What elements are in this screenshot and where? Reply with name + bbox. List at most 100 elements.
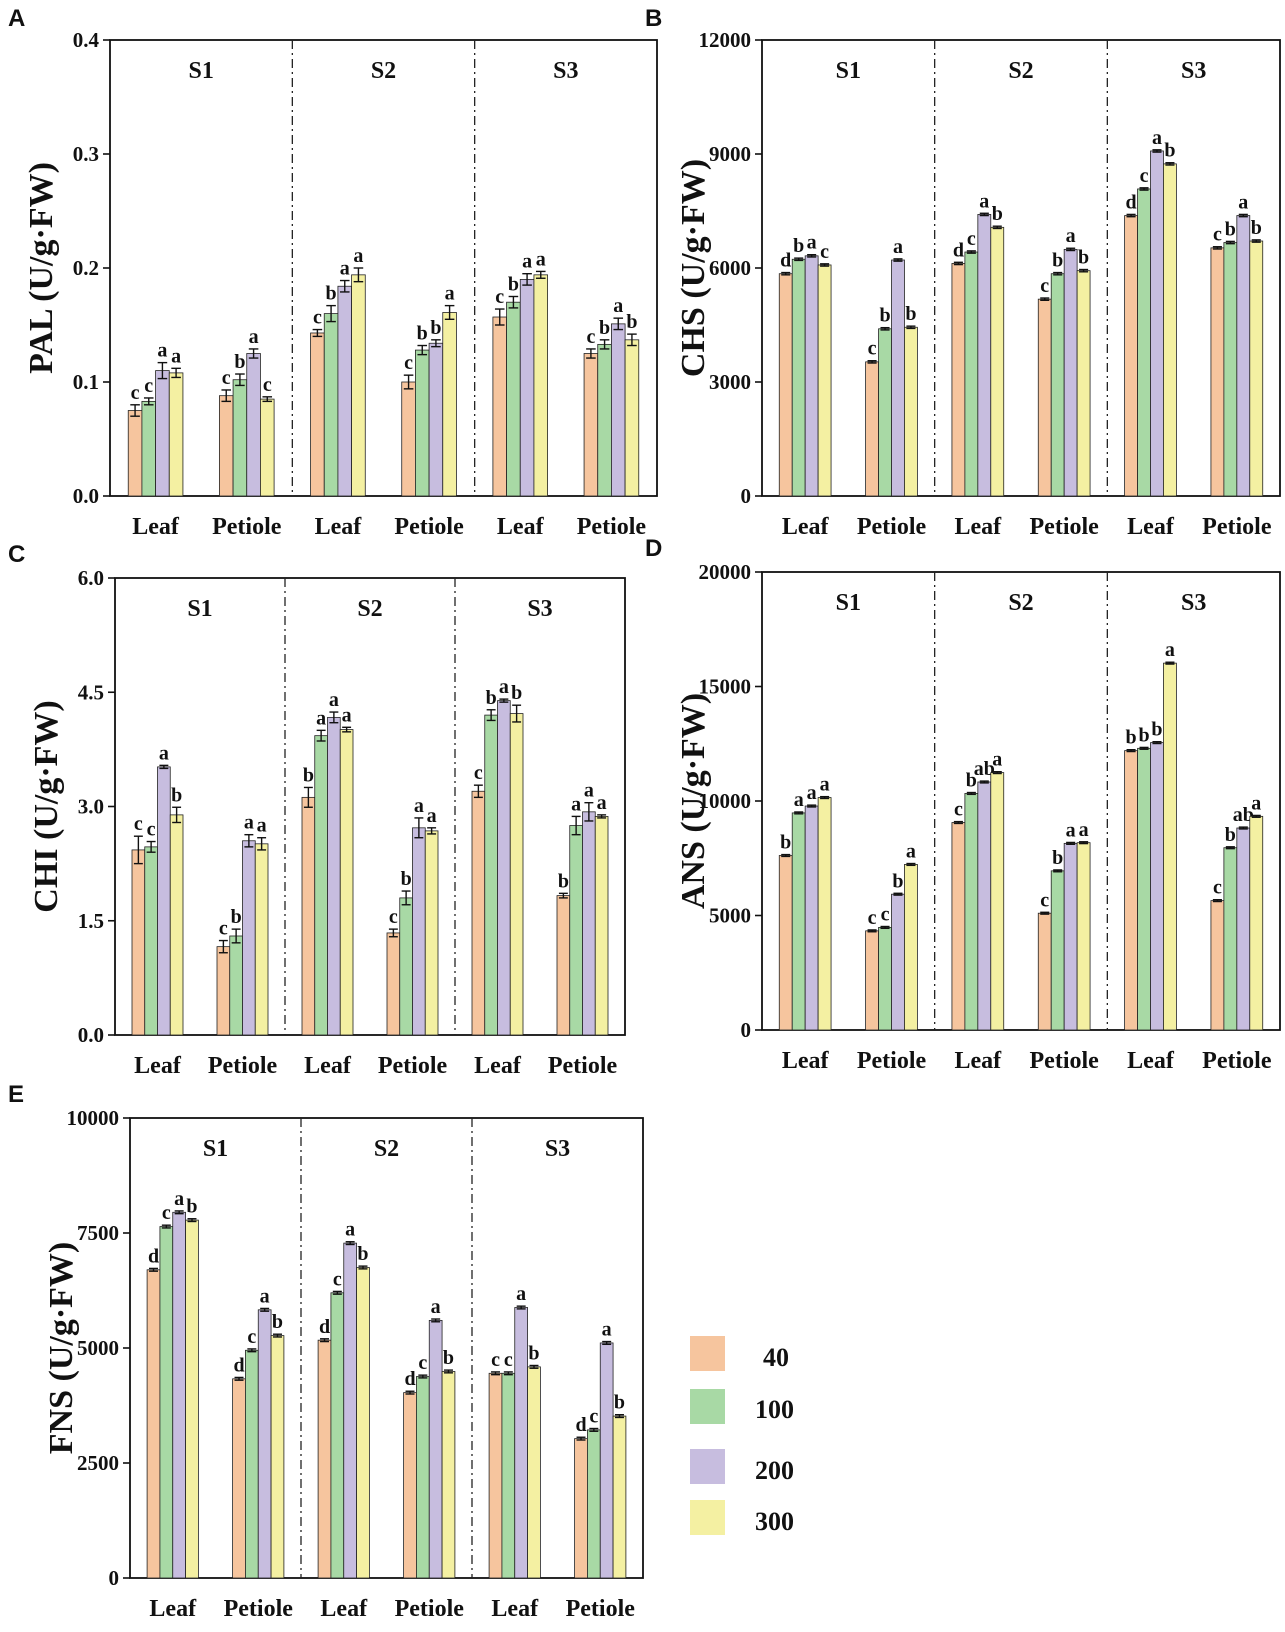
bar-100 xyxy=(330,1292,345,1579)
bar-300 xyxy=(441,1371,456,1579)
x-tick-label-leaf: Leaf xyxy=(782,514,830,540)
y-tick-label: 20000 xyxy=(699,560,752,584)
significance-label: c xyxy=(1040,275,1049,297)
bar-40 xyxy=(1124,215,1138,497)
significance-label: d xyxy=(780,250,791,272)
bar-100 xyxy=(791,812,806,1031)
legend-label-300: 300 xyxy=(755,1507,794,1536)
bar-300 xyxy=(1163,662,1177,1031)
bar-200 xyxy=(497,700,511,1036)
significance-label: c xyxy=(1040,889,1049,911)
bar-100 xyxy=(1223,847,1238,1031)
bar-200 xyxy=(412,827,426,1036)
y-tick-label: 4.5 xyxy=(78,680,104,704)
group-label-s2: S2 xyxy=(1008,58,1033,84)
bar-100 xyxy=(144,846,158,1036)
y-tick-label: 0 xyxy=(109,1566,120,1590)
y-tick-label: 0.4 xyxy=(73,28,100,52)
significance-label: a xyxy=(260,1285,270,1307)
bar-100 xyxy=(791,258,806,497)
significance-label: c xyxy=(147,819,156,841)
bar-200 xyxy=(428,342,444,497)
bar-200 xyxy=(977,214,992,497)
plot-frame xyxy=(129,1117,644,1579)
bar-200 xyxy=(1150,742,1164,1031)
bar-200 xyxy=(172,1211,186,1579)
significance-label: c xyxy=(404,352,413,374)
significance-label: a xyxy=(171,345,181,367)
x-tick-label-petiole: Petiole xyxy=(394,514,464,540)
significance-label: c xyxy=(967,228,976,250)
significance-label: c xyxy=(1213,877,1222,899)
bar-40 xyxy=(1037,912,1052,1031)
bar-300 xyxy=(1249,240,1264,497)
significance-label: b xyxy=(303,764,314,786)
significance-label: a xyxy=(431,1296,441,1318)
significance-label: a xyxy=(244,812,254,834)
significance-label: d xyxy=(319,1316,330,1338)
bar-40 xyxy=(317,1339,332,1579)
significance-label: a xyxy=(516,1283,526,1305)
significance-label: b xyxy=(171,784,182,806)
bar-200 xyxy=(611,323,626,497)
bar-40 xyxy=(1210,900,1225,1031)
x-tick-label-leaf: Leaf xyxy=(955,514,1003,540)
significance-label: a xyxy=(414,795,424,817)
significance-label: c xyxy=(333,1268,342,1290)
y-tick-label: 9000 xyxy=(709,142,751,166)
significance-label: a xyxy=(794,789,804,811)
bar-100 xyxy=(323,313,339,497)
bar-300 xyxy=(990,226,1005,497)
significance-label: a xyxy=(159,742,169,764)
bar-200 xyxy=(1063,842,1078,1031)
x-tick-label-leaf: Leaf xyxy=(1127,514,1175,540)
significance-label: d xyxy=(148,1245,159,1267)
significance-label: a xyxy=(1238,191,1248,213)
panel-A: A S1 S2 S3 0.0 0.1 0.2 0.3 0.4 PAL (U/g·FW) Leaf Pe… xyxy=(8,5,658,540)
bar-40 xyxy=(127,410,143,497)
significance-label: b xyxy=(511,682,522,704)
group-label-s3: S3 xyxy=(1181,58,1206,84)
x-tick-label-petiole: Petiole xyxy=(1030,1048,1100,1074)
significance-label: a xyxy=(536,248,546,270)
x-tick-label-leaf: Leaf xyxy=(782,1048,830,1074)
significance-label: c xyxy=(954,799,963,821)
significance-label: a xyxy=(1066,225,1076,247)
significance-label: d xyxy=(953,239,964,261)
legend-label-40: 40 xyxy=(763,1343,789,1372)
significance-label: a xyxy=(174,1188,184,1210)
significance-label: a xyxy=(893,236,903,258)
bar-300 xyxy=(169,814,184,1036)
x-tick-label-petiole: Petiole xyxy=(1202,1048,1272,1074)
significance-label: c xyxy=(504,1349,513,1371)
bar-300 xyxy=(185,1219,199,1579)
y-tick-label: 0.0 xyxy=(73,484,99,508)
y-tick-label: 6000 xyxy=(709,256,751,280)
group-label-s1: S1 xyxy=(836,58,861,84)
bar-300 xyxy=(260,398,275,497)
significance-label: c xyxy=(131,382,140,404)
significance-label: a xyxy=(992,749,1002,771)
significance-label: b xyxy=(1052,847,1063,869)
bar-40 xyxy=(131,849,146,1036)
bar-40 xyxy=(216,946,231,1036)
bar-200 xyxy=(804,805,819,1031)
panel-B: B S1 S2 S3 0 3000 6000 9000 12000 CHS (U/g·FW) Lea… xyxy=(645,5,1281,540)
bar-40 xyxy=(865,930,879,1031)
significance-label: a xyxy=(1152,127,1162,149)
significance-label: b xyxy=(326,283,337,305)
bar-300 xyxy=(356,1267,370,1579)
panel-label: A xyxy=(8,5,25,32)
bar-300 xyxy=(817,797,832,1031)
significance-label: a xyxy=(353,245,363,267)
significance-label: a xyxy=(157,340,167,362)
x-tick-label-petiole: Petiole xyxy=(395,1596,465,1622)
panel-E: E S1 S2 S3 0 2500 5000 7500 10000 FNS (U/g·FW) Lea… xyxy=(8,1081,644,1622)
plot-frame xyxy=(761,39,1281,497)
y-tick-label: 0.0 xyxy=(78,1023,104,1047)
panel-label: E xyxy=(8,1081,24,1108)
significance-label: c xyxy=(495,286,504,308)
significance-label: c xyxy=(1140,165,1149,187)
bar-300 xyxy=(424,830,439,1036)
